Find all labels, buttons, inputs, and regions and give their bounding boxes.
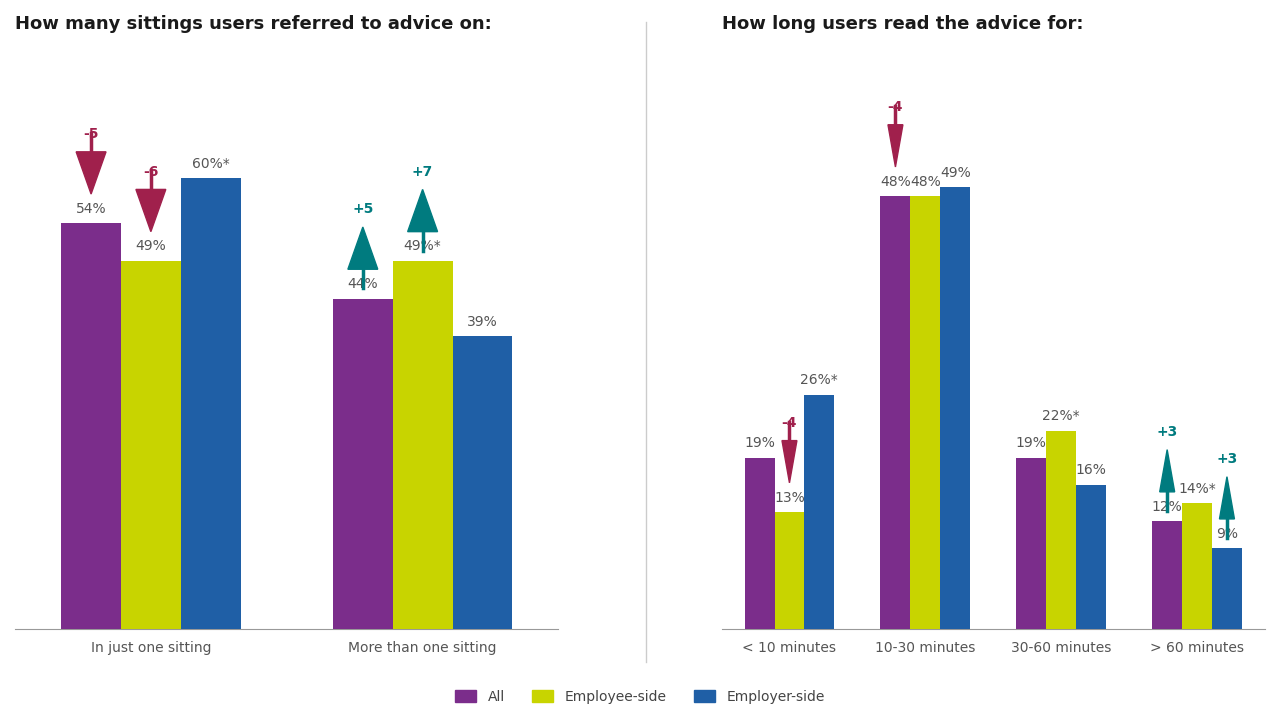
Polygon shape [407,189,438,232]
Text: How long users read the advice for:: How long users read the advice for: [722,15,1083,33]
Text: 12%: 12% [1152,500,1183,513]
Bar [941,187,970,629]
Bar [774,512,804,629]
Bar [1152,521,1183,629]
Text: 49%: 49% [136,239,166,253]
Text: 14%*: 14%* [1178,482,1216,495]
Text: 49%: 49% [940,166,970,180]
Bar [1183,503,1212,629]
Bar [333,299,393,629]
Text: 22%*: 22%* [1042,410,1080,423]
Legend: All, Employee-side, Employer-side: All, Employee-side, Employer-side [451,684,829,709]
Text: +5: +5 [352,202,374,217]
Text: -5: -5 [83,127,99,141]
Text: 13%: 13% [774,490,805,505]
Text: +3: +3 [1216,452,1238,466]
Text: +7: +7 [412,165,433,179]
Bar [1046,431,1076,629]
Bar [1212,548,1242,629]
Text: 48%: 48% [910,175,941,189]
Text: 48%: 48% [881,175,911,189]
Polygon shape [888,125,902,167]
Bar [453,336,512,629]
Bar [910,197,941,629]
Bar [1076,485,1106,629]
Text: How many sittings users referred to advice on:: How many sittings users referred to advi… [15,15,492,33]
Text: 60%*: 60%* [192,157,229,171]
Bar [804,395,835,629]
Bar [745,458,774,629]
Bar [881,197,910,629]
Text: 39%: 39% [467,315,498,328]
Polygon shape [76,152,106,194]
Bar [180,179,241,629]
Polygon shape [782,441,797,483]
Polygon shape [136,189,166,232]
Bar [393,261,453,629]
Text: +3: +3 [1157,425,1178,439]
Bar [1016,458,1046,629]
Text: 9%: 9% [1216,526,1238,541]
Text: -6: -6 [143,165,159,179]
Text: 44%: 44% [347,277,378,291]
Text: -4: -4 [888,100,904,114]
Polygon shape [348,227,378,269]
Bar [122,261,180,629]
Text: 49%*: 49%* [403,239,442,253]
Text: -4: -4 [782,416,797,430]
Text: 26%*: 26%* [800,373,838,387]
Bar [61,223,122,629]
Text: 16%: 16% [1075,464,1106,477]
Text: 19%: 19% [1016,436,1047,451]
Polygon shape [1220,477,1234,519]
Text: 19%: 19% [744,436,774,451]
Polygon shape [1160,449,1175,492]
Text: 54%: 54% [76,202,106,216]
